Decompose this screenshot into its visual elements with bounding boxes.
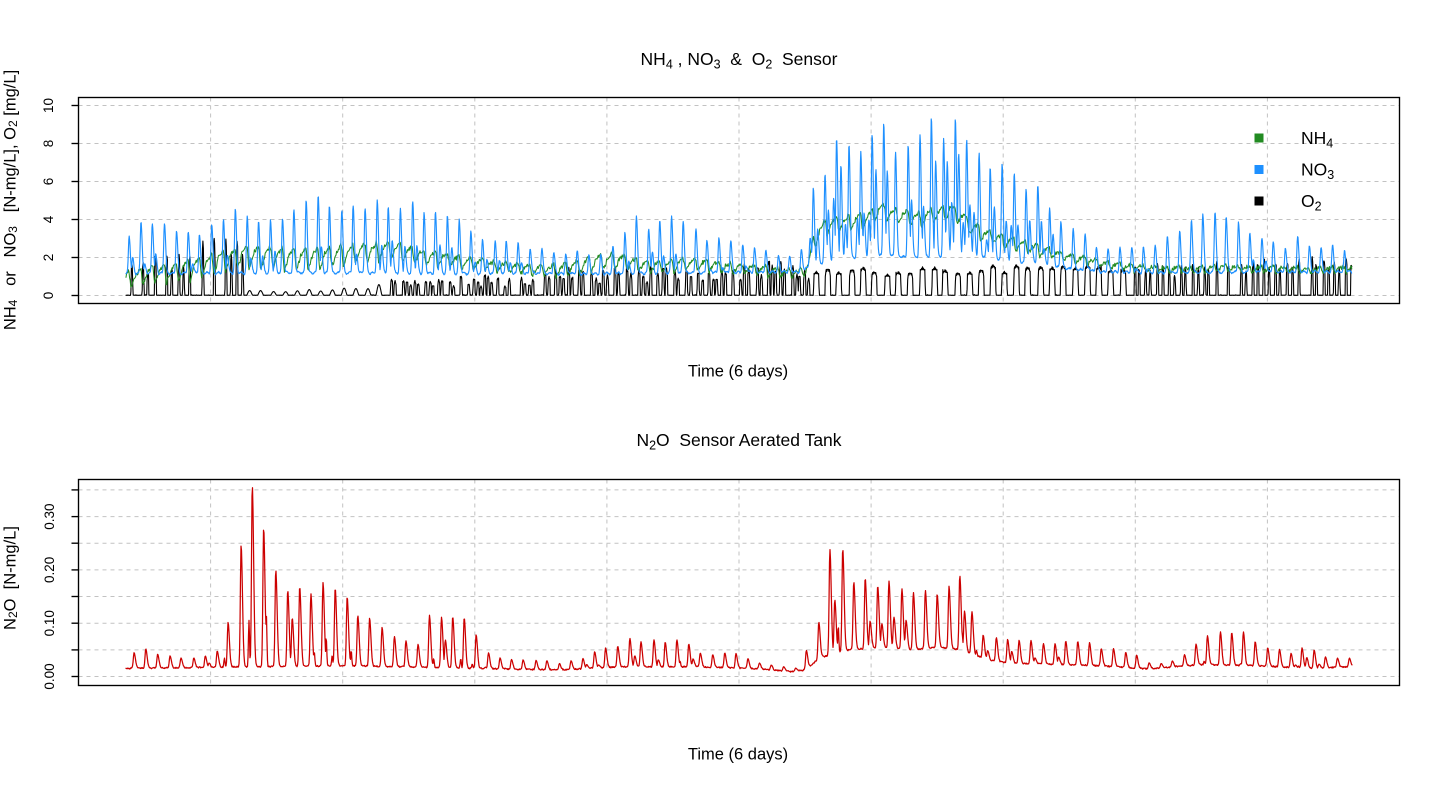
svg-text:0.00: 0.00	[42, 663, 57, 689]
svg-text:10: 10	[41, 98, 56, 113]
svg-text:0.10: 0.10	[42, 610, 57, 636]
svg-text:4: 4	[41, 215, 56, 223]
svg-text:NH4​ , NO3​ & O2​ Sensor: NH4​ , NO3​ & O2​ Sensor	[641, 49, 838, 72]
svg-text:N2​O Sensor Aerated Tank: N2​O Sensor Aerated Tank	[636, 430, 841, 453]
svg-text:NH4​ or NO3​ [N-mg/L], O: NH4​ or NO3​ [N-mg/L], O2​ [mg/L]	[1, 70, 20, 330]
svg-text:N2​O [N-mg/L]: N2​O [N-mg/L]	[1, 526, 20, 630]
svg-text:NH4​: NH4​	[1301, 128, 1333, 151]
svg-text:Time (6 days): Time (6 days)	[688, 363, 788, 381]
svg-text:8: 8	[41, 140, 56, 148]
svg-text:0.30: 0.30	[42, 503, 57, 529]
svg-text:0.20: 0.20	[42, 557, 57, 583]
svg-text:6: 6	[41, 178, 56, 186]
svg-text:2: 2	[41, 254, 56, 262]
svg-text:Time (6 days): Time (6 days)	[688, 746, 788, 764]
svg-text:0: 0	[41, 292, 56, 300]
svg-text:NO3​: NO3​	[1301, 160, 1334, 183]
